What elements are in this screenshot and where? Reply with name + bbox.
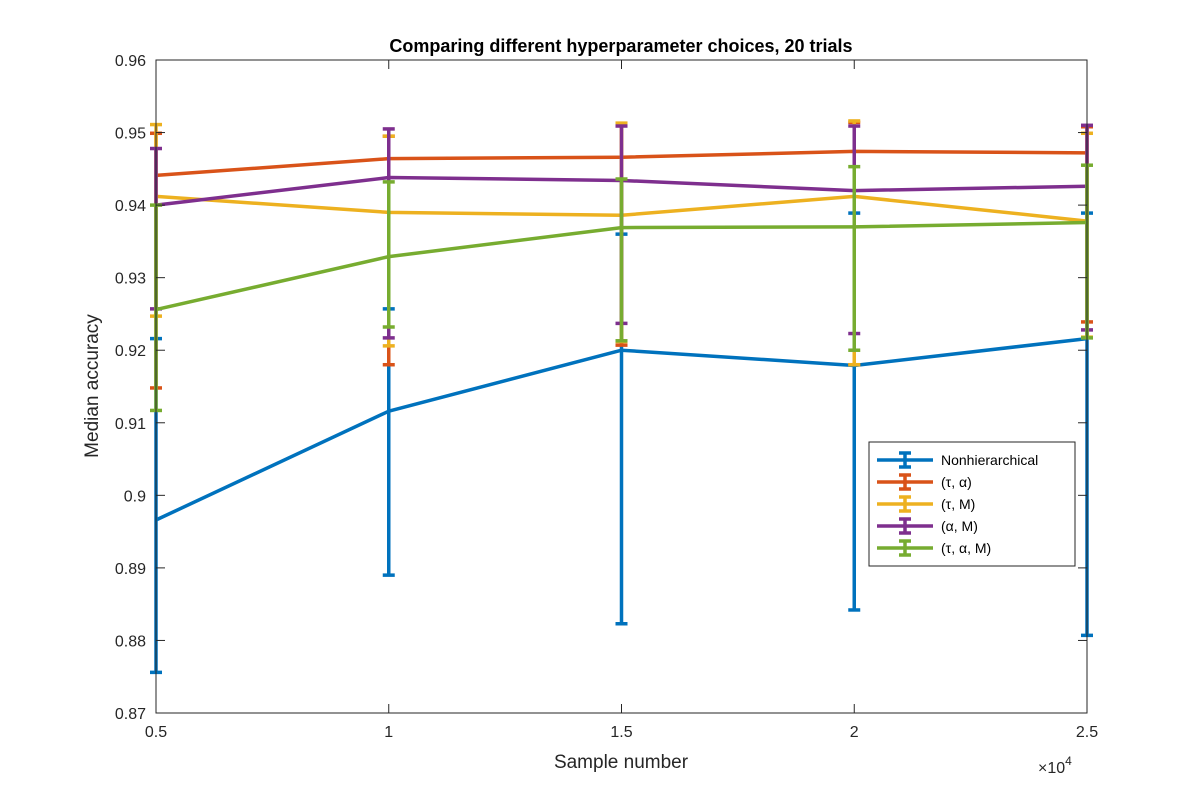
x-tick-label: 2.5: [1076, 724, 1098, 741]
legend-entry: Nonhierarchical: [877, 451, 1038, 469]
ticks-group: 0.5 1 1.5 2 2.5 0.87 0.88 0.89 0.9 0.91 0.92 0.93 0.…: [115, 53, 1098, 741]
y-tick-label: 0.9: [124, 488, 146, 505]
y-tick-label: 0.92: [115, 343, 146, 360]
data-point: [387, 409, 391, 413]
y-axis-label: Median accuracy: [82, 314, 103, 458]
y-tick-label: 0.94: [115, 198, 146, 215]
y-tick-label: 0.95: [115, 126, 146, 143]
x-tick-label: 1: [384, 724, 393, 741]
chart-title: Comparing different hyperparameter choic…: [389, 36, 852, 56]
y-tick-label: 0.87: [115, 706, 146, 723]
legend-label: (τ, α): [941, 474, 972, 490]
x-axis-label: Sample number: [554, 752, 689, 773]
legend-entry: (τ, α): [877, 473, 972, 491]
y-tick-label: 0.89: [115, 561, 146, 578]
y-tick-label: 0.88: [115, 633, 146, 650]
x-tick-label: 0.5: [145, 724, 167, 741]
y-tick-label: 0.93: [115, 271, 146, 288]
x-tick-label: 1.5: [610, 724, 632, 741]
x-multiplier: ×104: [1038, 754, 1072, 777]
legend-label: Nonhierarchical: [941, 452, 1038, 468]
y-tick-label: 0.91: [115, 416, 146, 433]
data-point: [387, 176, 391, 180]
legend-label: (α, M): [941, 518, 978, 534]
legend: Nonhierarchical (τ, α) (τ, M) (α, M) (τ, α, …: [868, 441, 1076, 567]
x-multiplier-base: ×10: [1038, 760, 1065, 777]
legend-label: (τ, M): [941, 496, 975, 512]
legend-entry: (τ, M): [877, 495, 975, 513]
x-tick-label: 2: [850, 724, 859, 741]
legend-entry: (τ, α, M): [877, 539, 991, 557]
data-point: [620, 226, 623, 230]
legend-label: (τ, α, M): [941, 540, 991, 556]
data-point: [620, 348, 623, 352]
y-tick-label: 0.96: [115, 53, 146, 70]
legend-entry: (α, M): [877, 517, 978, 535]
x-multiplier-exponent: 4: [1065, 754, 1072, 768]
data-point: [852, 225, 856, 229]
data-point: [387, 255, 391, 259]
